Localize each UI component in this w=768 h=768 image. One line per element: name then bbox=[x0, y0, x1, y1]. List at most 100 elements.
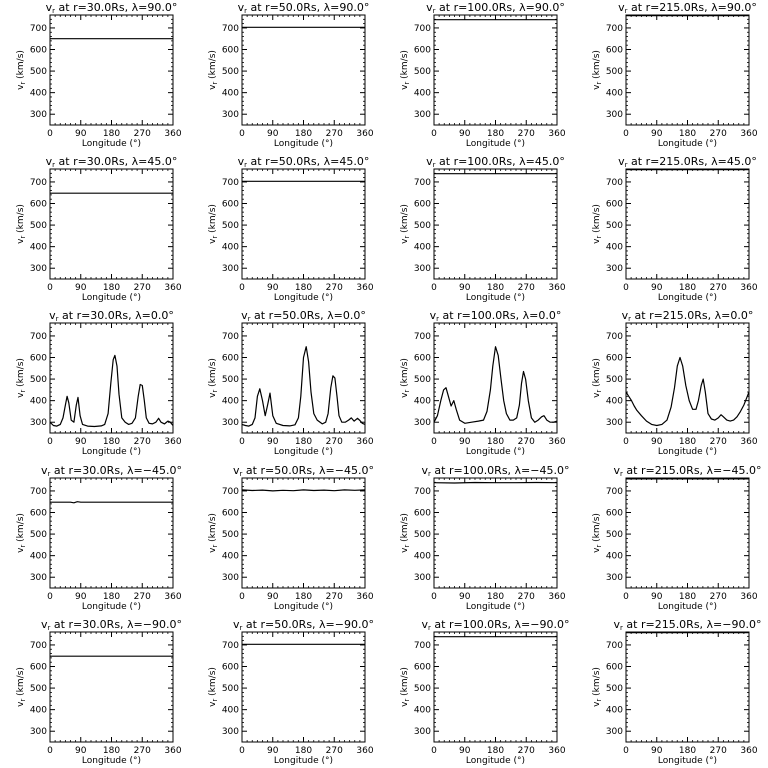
chart-title-rest: at r=50.0Rs, λ=−90.0° bbox=[242, 618, 374, 631]
x-tick-label: 270 bbox=[710, 437, 727, 447]
chart-title-rest: at r=30.0Rs, λ=45.0° bbox=[55, 155, 177, 168]
x-tick-label: 360 bbox=[164, 129, 181, 139]
chart-title-rest: at r=100.0Rs, λ=−45.0° bbox=[431, 464, 570, 477]
chart-title: vr at r=100.0Rs, λ=0.0° bbox=[430, 309, 562, 323]
y-tick-label: 300 bbox=[414, 110, 431, 120]
x-tick-label: 180 bbox=[103, 437, 120, 447]
x-axis-label: Longitude (°) bbox=[466, 293, 525, 303]
chart-title-var: v bbox=[238, 155, 245, 168]
chart-title: vr at r=100.0Rs, λ=−90.0° bbox=[422, 618, 570, 632]
x-tick-label: 90 bbox=[459, 283, 471, 293]
y-tick-label: 400 bbox=[606, 552, 623, 562]
x-tick-label: 360 bbox=[164, 437, 181, 447]
y-axis-label: vr (km/s) bbox=[400, 204, 411, 244]
y-axis-label-var: v bbox=[16, 84, 26, 90]
chart-title-sub: r bbox=[620, 624, 623, 632]
y-tick-label: 500 bbox=[414, 67, 431, 77]
y-tick-label: 600 bbox=[414, 663, 431, 673]
y-tick-label: 600 bbox=[30, 663, 47, 673]
x-tick-label: 0 bbox=[239, 283, 245, 293]
y-axis-label-var: v bbox=[16, 238, 26, 244]
y-axis-label-sub: r bbox=[595, 545, 603, 548]
x-tick-label: 0 bbox=[623, 129, 629, 139]
chart-title: vr at r=215.0Rs, λ=−90.0° bbox=[614, 618, 762, 632]
x-tick-label: 180 bbox=[487, 746, 504, 756]
y-axis-label-var: v bbox=[400, 84, 410, 90]
x-tick-label: 270 bbox=[518, 283, 535, 293]
x-tick-label: 180 bbox=[295, 592, 312, 602]
x-tick-label: 360 bbox=[356, 592, 373, 602]
x-tick-label: 360 bbox=[164, 746, 181, 756]
y-axis-label-sub: r bbox=[211, 699, 219, 702]
y-tick-label: 500 bbox=[414, 684, 431, 694]
y-axis-label: vr (km/s) bbox=[16, 204, 27, 244]
x-tick-label: 90 bbox=[459, 437, 471, 447]
y-tick-label: 600 bbox=[30, 46, 47, 56]
x-tick-label: 180 bbox=[679, 283, 696, 293]
chart-title-var: v bbox=[614, 464, 621, 477]
x-tick-label: 0 bbox=[431, 129, 437, 139]
y-axis-label: vr (km/s) bbox=[592, 513, 603, 553]
series-line bbox=[49, 354, 174, 428]
plot-frame bbox=[433, 14, 558, 126]
chart-title-sub: r bbox=[428, 624, 431, 632]
plot-frame bbox=[49, 631, 174, 743]
x-tick-label: 90 bbox=[75, 746, 87, 756]
x-tick-label: 180 bbox=[295, 283, 312, 293]
y-tick-label: 400 bbox=[606, 706, 623, 716]
y-tick-label: 300 bbox=[414, 418, 431, 428]
y-axis-label-var: v bbox=[208, 701, 218, 707]
x-axis-label: Longitude (°) bbox=[82, 447, 141, 457]
x-tick-label: 90 bbox=[651, 437, 663, 447]
x-axis-label: Longitude (°) bbox=[274, 756, 333, 766]
chart-title-var: v bbox=[49, 309, 56, 322]
chart-title-sub: r bbox=[625, 161, 628, 169]
y-tick-label: 500 bbox=[222, 375, 239, 385]
chart-title: vr at r=30.0Rs, λ=45.0° bbox=[46, 155, 178, 169]
x-axis-label: Longitude (°) bbox=[274, 447, 333, 457]
y-axis-label-sub: r bbox=[403, 699, 411, 702]
y-tick-label: 300 bbox=[606, 264, 623, 274]
x-tick-label: 270 bbox=[518, 437, 535, 447]
y-axis-label-rest: (km/s) bbox=[400, 513, 410, 545]
x-tick-label: 270 bbox=[518, 592, 535, 602]
y-tick-label: 600 bbox=[222, 46, 239, 56]
x-tick-label: 0 bbox=[431, 746, 437, 756]
plot-frame bbox=[625, 631, 750, 743]
y-tick-label: 400 bbox=[606, 89, 623, 99]
y-axis-label: vr (km/s) bbox=[16, 50, 27, 90]
chart-title: vr at r=50.0Rs, λ=−90.0° bbox=[233, 618, 374, 632]
y-tick-label: 600 bbox=[606, 200, 623, 210]
x-axis-label: Longitude (°) bbox=[82, 293, 141, 303]
y-tick-label: 300 bbox=[30, 110, 47, 120]
x-tick-label: 90 bbox=[651, 283, 663, 293]
x-tick-label: 0 bbox=[47, 592, 53, 602]
x-tick-label: 90 bbox=[267, 283, 279, 293]
x-tick-label: 0 bbox=[239, 129, 245, 139]
x-axis-label: Longitude (°) bbox=[82, 756, 141, 766]
chart-title-rest: at r=215.0Rs, λ=90.0° bbox=[628, 1, 757, 14]
y-tick-label: 300 bbox=[414, 573, 431, 583]
chart-title-rest: at r=30.0Rs, λ=−90.0° bbox=[50, 618, 182, 631]
y-tick-label: 600 bbox=[30, 509, 47, 519]
y-axis-label: vr (km/s) bbox=[400, 358, 411, 398]
y-tick-label: 400 bbox=[414, 552, 431, 562]
x-tick-label: 360 bbox=[740, 746, 757, 756]
y-axis-label-var: v bbox=[592, 392, 602, 398]
x-tick-label: 90 bbox=[267, 437, 279, 447]
x-tick-label: 360 bbox=[548, 437, 565, 447]
plot-frame bbox=[241, 631, 366, 743]
x-tick-label: 360 bbox=[740, 592, 757, 602]
y-axis-label-rest: (km/s) bbox=[400, 358, 410, 390]
y-tick-label: 400 bbox=[222, 243, 239, 253]
y-axis-label-var: v bbox=[208, 238, 218, 244]
y-tick-label: 600 bbox=[414, 509, 431, 519]
y-tick-label: 300 bbox=[222, 418, 239, 428]
chart-title-rest: at r=30.0Rs, λ=−45.0° bbox=[50, 464, 182, 477]
series-line bbox=[433, 481, 558, 484]
